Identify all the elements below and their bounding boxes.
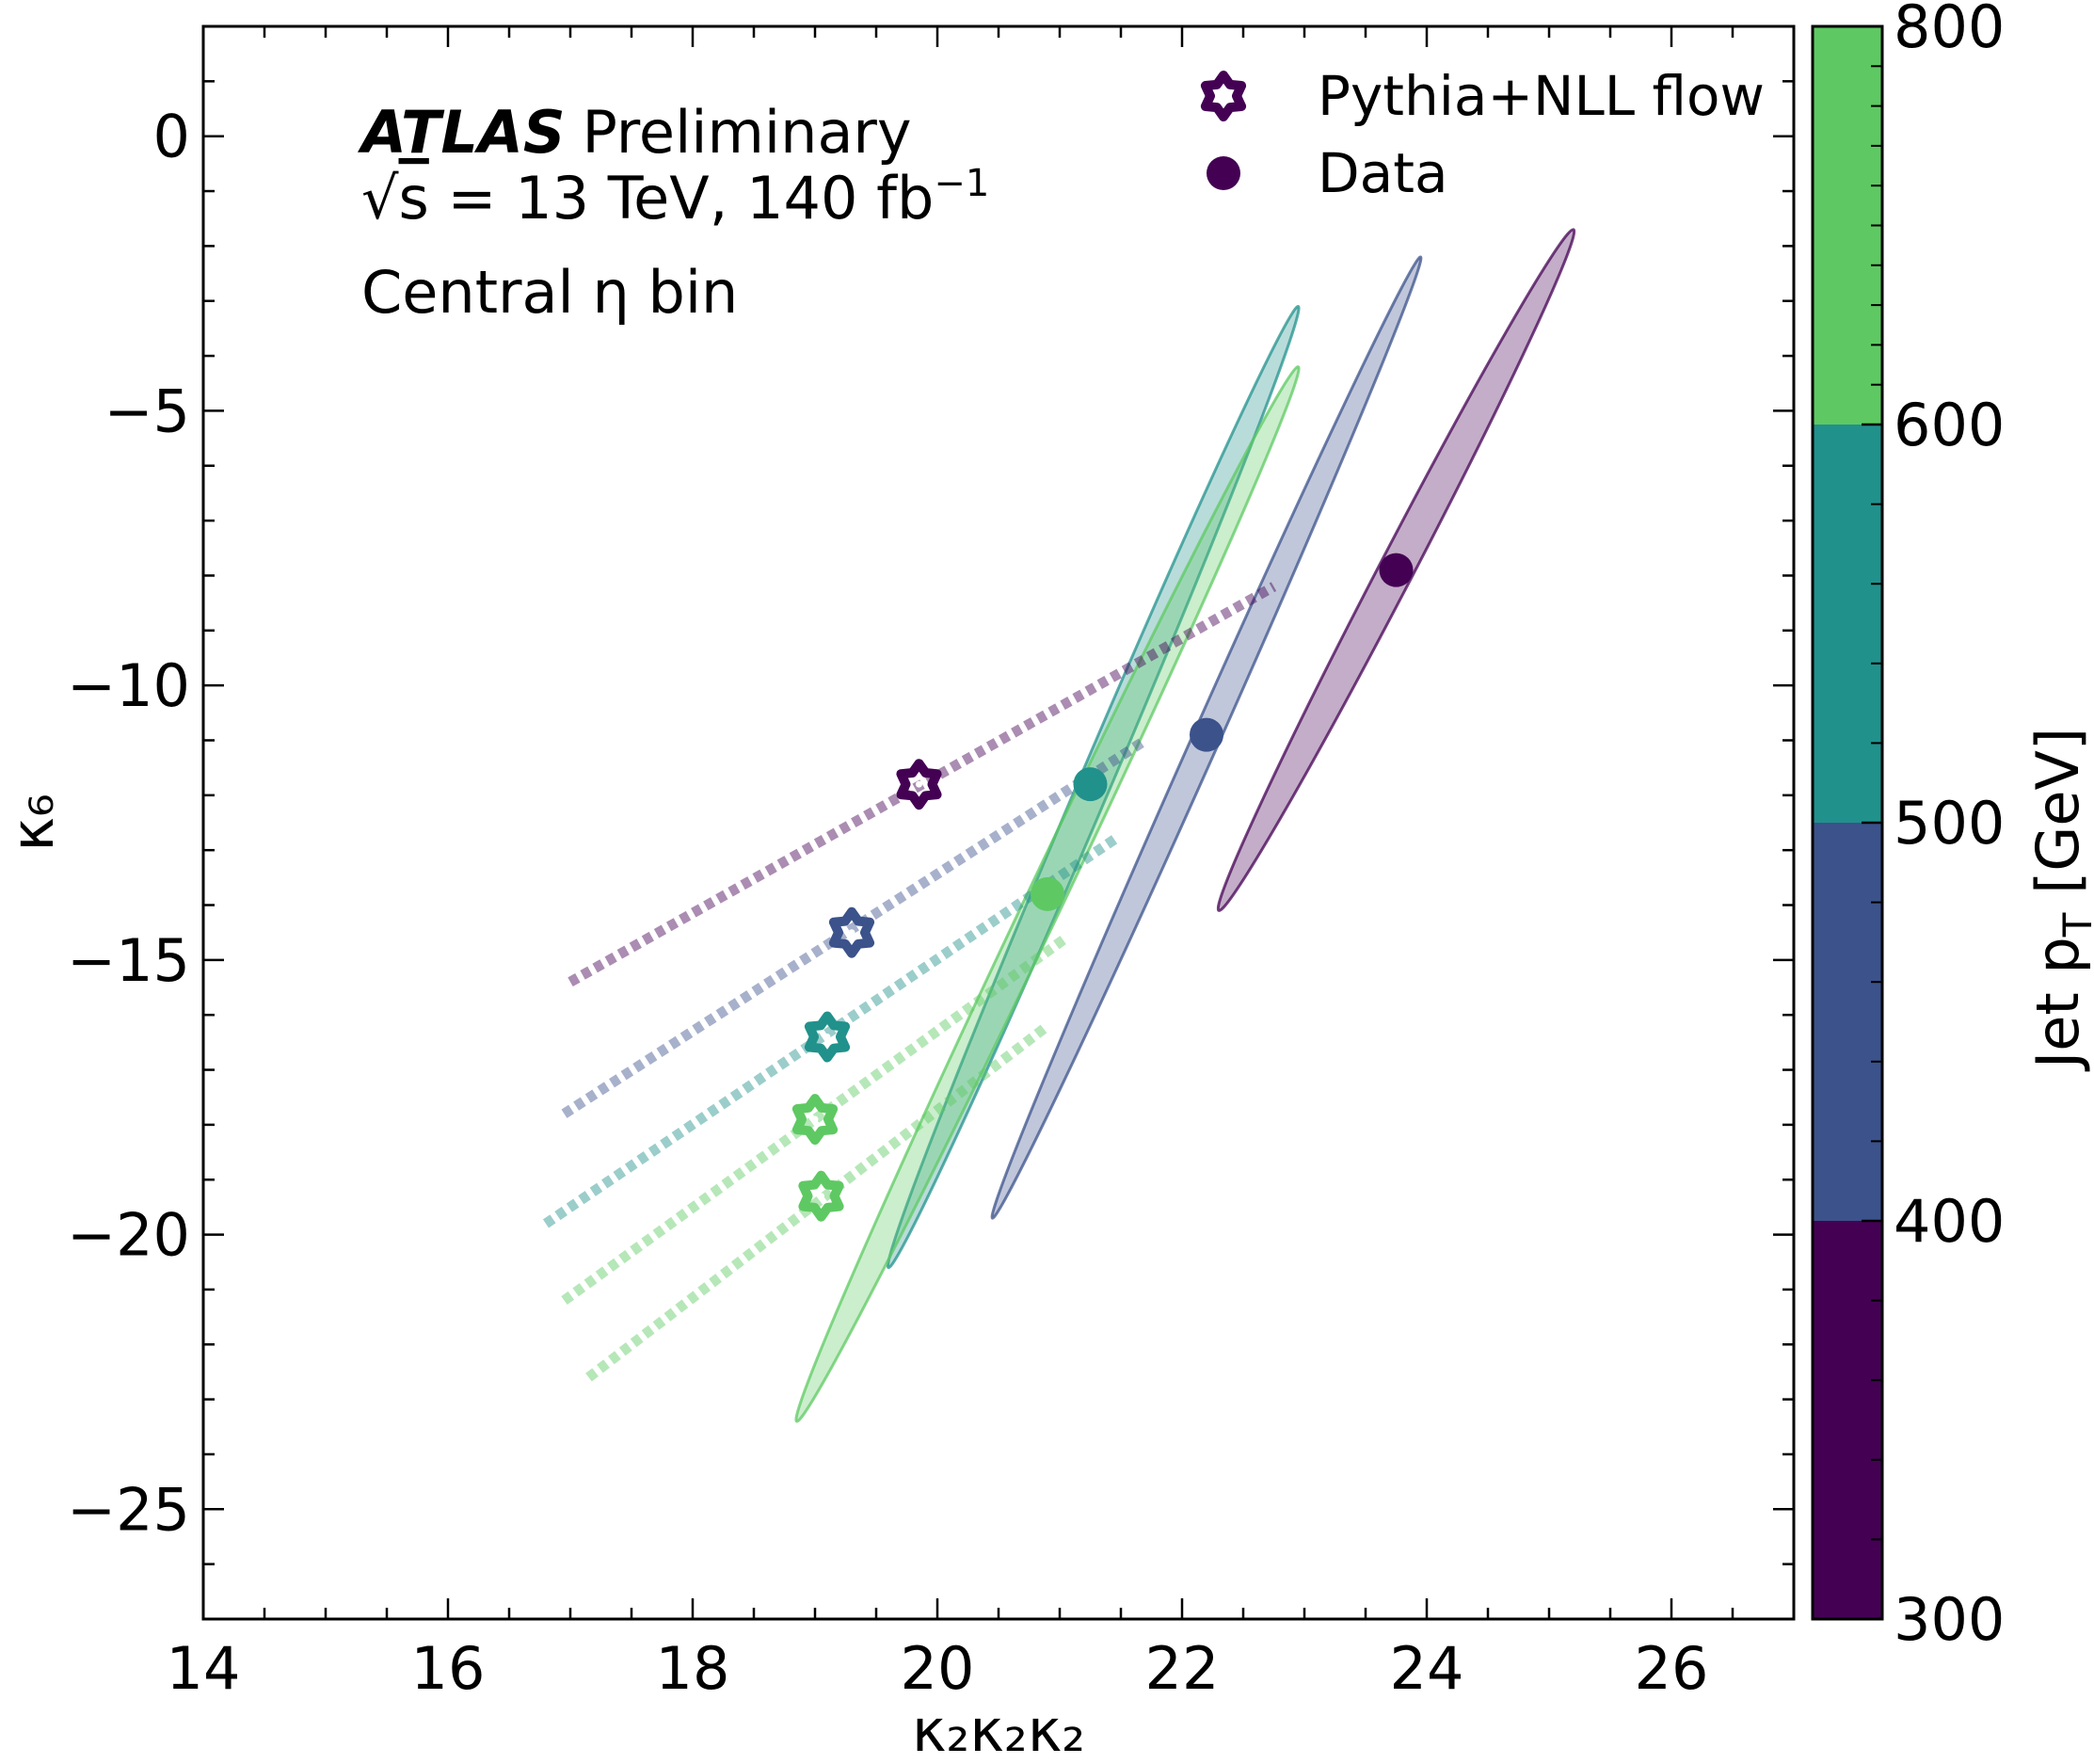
- colorbar-tick-label: 600: [1894, 391, 2005, 459]
- simulation-point: [798, 1170, 844, 1222]
- experiment-label: ATLAS Preliminary: [357, 98, 912, 167]
- x-tick-label: 16: [411, 1634, 486, 1703]
- y-tick-label: −5: [104, 377, 190, 445]
- colorbar-tick-label: 800: [1894, 0, 2005, 61]
- colorbar-bin: [1813, 425, 1882, 823]
- x-tick-label: 22: [1145, 1634, 1220, 1703]
- simulation-point-center: [823, 1034, 831, 1041]
- simulation-band: [542, 834, 1118, 1228]
- legend: Pythia+NLL flow Data: [1200, 64, 1765, 205]
- simulation-point: [791, 1094, 839, 1146]
- y-axis-label: κ₆: [0, 794, 67, 851]
- colorbar-tick-label: 400: [1894, 1187, 2005, 1256]
- x-tick-label: 14: [167, 1634, 241, 1703]
- simulation-point: [804, 1011, 851, 1063]
- colorbar-tick-label: 500: [1894, 789, 2005, 858]
- energy-value: = 13 TeV, 140 fb: [429, 164, 935, 233]
- x-tick-label: 26: [1635, 1634, 1709, 1703]
- legend-star-icon-center: [1220, 92, 1227, 100]
- colorbar-label: Jet pT [GeV]: [2023, 728, 2094, 1072]
- colorbar-label-subscript: T: [2054, 912, 2094, 938]
- x-axis-label: κ₂κ₂κ₂: [912, 1696, 1085, 1764]
- y-tick-label: −15: [67, 926, 190, 995]
- legend-circle-icon: [1207, 156, 1240, 190]
- x-tick-label: 24: [1390, 1634, 1464, 1703]
- data-ellipses: [794, 228, 1576, 1423]
- x-tick-label: 20: [901, 1634, 975, 1703]
- energy-s: s: [399, 164, 429, 233]
- experiment-name: ATLAS: [357, 98, 566, 167]
- colorbar-bin: [1813, 1221, 1882, 1619]
- energy-luminosity-label: √s = 13 TeV, 140 fb−1: [361, 162, 989, 233]
- x-tick-label: 18: [656, 1634, 730, 1703]
- legend-label: Data: [1318, 141, 1448, 205]
- legend-label: Pythia+NLL flow: [1318, 64, 1765, 128]
- region-label: Central η bin: [361, 258, 738, 327]
- colorbar-bin: [1813, 26, 1882, 425]
- simulation-points: [791, 759, 942, 1222]
- simulation-point-center: [848, 929, 855, 937]
- data-point: [1073, 767, 1108, 802]
- colorbar-label-main: Jet p: [2023, 937, 2092, 1072]
- y-tick-label: 0: [153, 103, 190, 171]
- simulation-point: [828, 906, 875, 958]
- colorbar-tick-label: 300: [1894, 1585, 2005, 1654]
- y-tick-label: −25: [67, 1475, 190, 1544]
- axis-ticks: 14 16 18 20 22 24 26 0 −5 −10 −15 −20 −25: [67, 24, 1796, 1703]
- simulation-band: [585, 1021, 1051, 1382]
- data-point: [1379, 553, 1414, 587]
- annotation-block: ATLAS Preliminary √s = 13 TeV, 140 fb−1 C…: [357, 98, 989, 327]
- colorbar: 300 400 500 600 800 Jet pT [GeV]: [1811, 0, 2094, 1654]
- sqrt-symbol: √: [361, 164, 399, 233]
- y-tick-label: −10: [67, 651, 190, 720]
- simulation-point-center: [818, 1193, 824, 1200]
- data-points: [1031, 553, 1414, 911]
- simulation-bands: [542, 582, 1277, 1382]
- simulation-point-center: [811, 1115, 819, 1123]
- simulation-band: [561, 934, 1069, 1306]
- y-tick-label: −20: [67, 1201, 190, 1270]
- colorbar-bin: [1813, 823, 1882, 1221]
- status-label: Preliminary: [583, 98, 912, 167]
- simulation-point: [896, 759, 942, 810]
- data-point: [1031, 876, 1064, 911]
- simulation-band: [561, 735, 1148, 1118]
- luminosity-exponent: −1: [934, 162, 989, 205]
- data-point: [1190, 717, 1223, 752]
- colorbar-label-unit: [GeV]: [2023, 728, 2092, 913]
- simulation-point-center: [916, 780, 922, 788]
- legend-star-icon: [1200, 71, 1247, 121]
